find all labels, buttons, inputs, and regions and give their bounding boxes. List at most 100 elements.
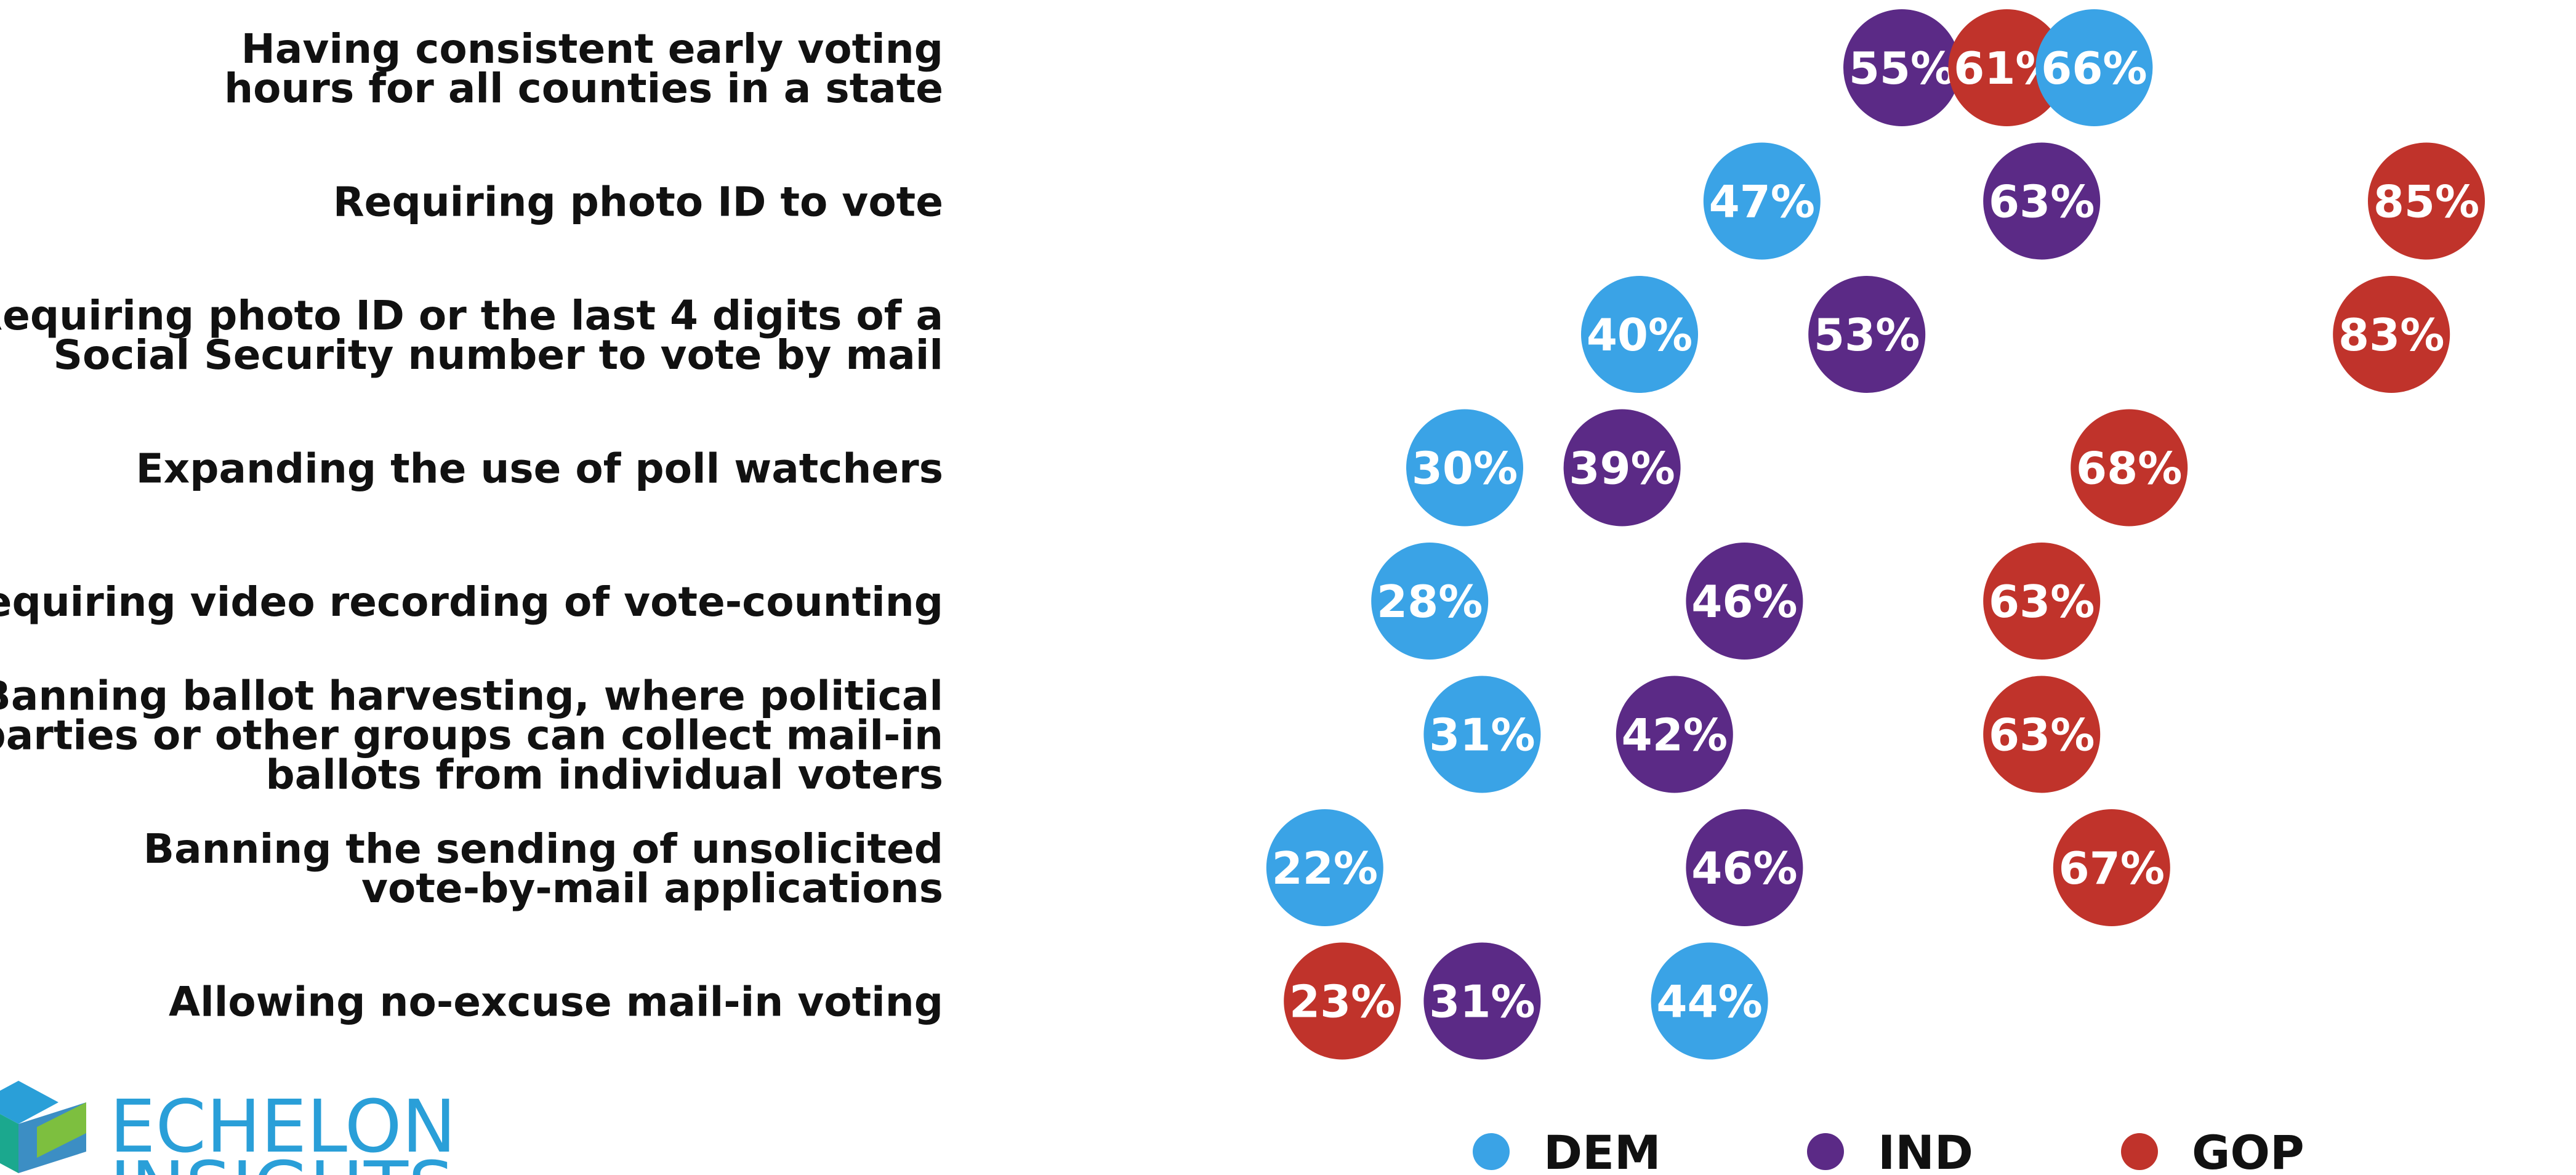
legend-marker — [1473, 1133, 1510, 1170]
data-point-marker — [1616, 676, 1733, 793]
data-point-marker — [1808, 276, 1926, 393]
category-label-line: Banning the sending of unsolicited — [143, 825, 943, 873]
data-point-marker — [1686, 809, 1803, 926]
category-label-line: Allowing no-excuse mail-in voting — [169, 979, 943, 1026]
data-point-marker — [1686, 543, 1803, 660]
data-point-label: 23% — [1289, 976, 1395, 1028]
legend-label: DEM — [1544, 1125, 1661, 1175]
data-point-marker — [2053, 809, 2170, 926]
legend-marker — [2121, 1133, 2158, 1170]
data-point-marker — [2035, 9, 2153, 126]
data-point-ind: 55% — [1843, 9, 1960, 126]
data-point-marker — [1406, 409, 1523, 527]
data-point-label: 63% — [1989, 709, 2095, 761]
data-point-gop: 68% — [2071, 409, 2188, 527]
logo-cube-icon — [0, 1081, 86, 1173]
legend-marker — [1807, 1133, 1844, 1170]
data-point-label: 40% — [1587, 309, 1693, 361]
data-point-label: 47% — [1709, 176, 1815, 228]
data-point-gop: 83% — [2333, 276, 2450, 393]
data-point-label: 31% — [1429, 976, 1535, 1028]
data-point-ind: 31% — [1423, 942, 1541, 1060]
category-label-line: Requiring video recording of vote-counti… — [0, 578, 943, 626]
data-point-label: 53% — [1814, 309, 1920, 361]
data-point-marker — [1843, 9, 1960, 126]
data-point-dem: 30% — [1406, 409, 1523, 527]
data-point-ind: 63% — [1983, 142, 2101, 260]
category-label-line: Requiring photo ID to vote — [333, 179, 943, 226]
data-point-ind: 46% — [1686, 543, 1803, 660]
data-point-label: 67% — [2059, 842, 2165, 894]
data-point-label: 63% — [1989, 576, 2095, 628]
logo-line1: ECHELON — [110, 1084, 456, 1169]
category-label-line: Expanding the use of poll watchers — [136, 445, 943, 493]
legend: DEM IND GOP — [1473, 1125, 2304, 1175]
category-label: Requiring video recording of vote-counti… — [0, 578, 943, 626]
data-point-marker — [1983, 543, 2101, 660]
data-point-label: 83% — [2338, 309, 2444, 361]
data-point-gop: 63% — [1983, 543, 2101, 660]
data-point-label: 39% — [1569, 443, 1675, 495]
data-point-dem: 31% — [1423, 676, 1541, 793]
category-label-line: parties or other groups can collect mail… — [0, 712, 943, 759]
logo-line2: INSIGHTS — [110, 1145, 454, 1175]
category-label: Banning ballot harvesting, where politic… — [0, 672, 943, 799]
data-point-dem: 40% — [1581, 276, 1698, 393]
data-point-label: 63% — [1989, 176, 2095, 228]
category-label: Having consistent early voting hours for … — [224, 25, 943, 112]
category-labels: Having consistent early voting hours for … — [0, 25, 943, 1026]
category-label: Banning the sending of unsolicited vote-b… — [143, 825, 943, 912]
data-point-marker — [1563, 409, 1681, 527]
data-point-gop: 63% — [1983, 676, 2101, 793]
legend-item-ind: IND — [1807, 1125, 1973, 1175]
legend-item-gop: GOP — [2121, 1125, 2304, 1175]
data-point-dem: 28% — [1371, 543, 1489, 660]
data-point-label: 42% — [1622, 709, 1728, 761]
category-label: Expanding the use of poll watchers — [136, 445, 943, 493]
legend-item-dem: DEM — [1473, 1125, 1661, 1175]
category-label: Requiring photo ID to vote — [333, 179, 943, 226]
data-point-label: 85% — [2373, 176, 2479, 228]
data-point-marker — [2071, 409, 2188, 527]
data-point-dem: 44% — [1651, 942, 1768, 1060]
data-point-marker — [1423, 676, 1541, 793]
category-label-line: Social Security number to vote by mail — [54, 331, 944, 379]
data-point-marker — [1983, 142, 2101, 260]
data-point-label: 55% — [1849, 42, 1955, 94]
data-point-dem: 47% — [1703, 142, 1821, 260]
data-point-marker — [1651, 942, 1768, 1060]
data-point-marker — [1266, 809, 1383, 926]
data-point-gop: 23% — [1284, 942, 1401, 1060]
data-point-ind: 39% — [1563, 409, 1681, 527]
data-point-label: 46% — [1691, 576, 1797, 628]
data-point-gop: 67% — [2053, 809, 2170, 926]
data-point-gop: 85% — [2368, 142, 2485, 260]
data-point-label: 22% — [1272, 842, 1378, 894]
data-point-label: 31% — [1429, 709, 1535, 761]
category-label: Requiring photo ID or the last 4 digits … — [0, 292, 943, 379]
data-point-marker — [1371, 543, 1489, 660]
data-point-ind: 42% — [1616, 676, 1733, 793]
data-point-label: 68% — [2076, 443, 2182, 495]
legend-label: IND — [1878, 1125, 1973, 1175]
category-label-line: ballots from individual voters — [265, 751, 943, 799]
data-point-marker — [2368, 142, 2485, 260]
data-point-marker — [1581, 276, 1698, 393]
data-point-label: 66% — [2041, 42, 2147, 94]
category-label-line: hours for all counties in a state — [224, 65, 943, 112]
category-label-line: Requiring photo ID or the last 4 digits … — [0, 292, 943, 339]
data-point-marker — [1983, 676, 2101, 793]
category-label-line: Banning ballot harvesting, where politic… — [0, 672, 943, 720]
legend-label: GOP — [2192, 1125, 2304, 1175]
data-point-marker — [1423, 942, 1541, 1060]
category-label-line: vote-by-mail applications — [361, 865, 943, 912]
data-point-marker — [1948, 9, 2066, 126]
data-point-marker — [2333, 276, 2450, 393]
data-point-ind: 46% — [1686, 809, 1803, 926]
data-point-marker — [1703, 142, 1821, 260]
category-label-line: Having consistent early voting — [241, 25, 943, 73]
data-point-dem: 66% — [2035, 9, 2153, 126]
data-point-label: 46% — [1691, 842, 1797, 894]
data-point-label: 44% — [1656, 976, 1762, 1028]
